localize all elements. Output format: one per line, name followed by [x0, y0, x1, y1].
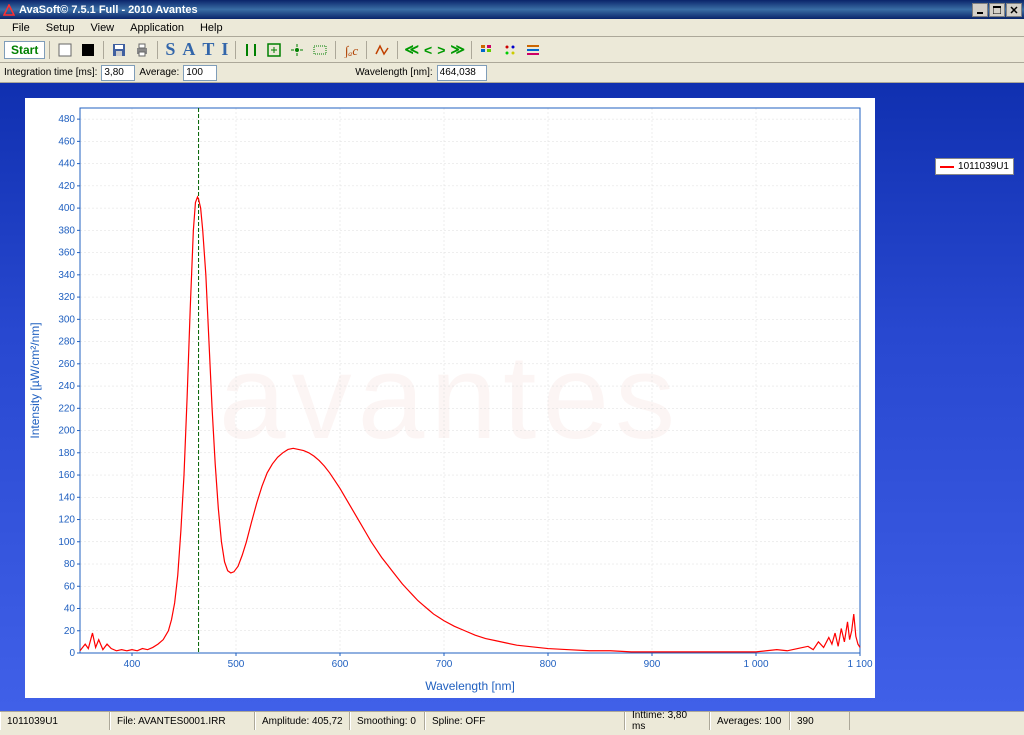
legend-box: 1011039U1	[935, 158, 1014, 175]
menu-file[interactable]: File	[4, 20, 38, 36]
svg-text:420: 420	[58, 181, 75, 192]
svg-text:260: 260	[58, 359, 75, 370]
chart-container[interactable]: avantes 0 20 40 60 80 100 120 140 160 180 200 220 240…	[25, 98, 875, 698]
svg-text:140: 140	[58, 492, 75, 503]
svg-text:700: 700	[436, 659, 453, 670]
next-button[interactable]: >	[435, 42, 447, 58]
svg-text:440: 440	[58, 159, 75, 170]
average-input[interactable]	[183, 65, 217, 81]
svg-text:360: 360	[58, 248, 75, 259]
mode-irradiance-button[interactable]: I	[218, 39, 231, 60]
config1-button[interactable]	[476, 40, 498, 60]
svg-text:400: 400	[124, 659, 141, 670]
status-bar: 1011039U1 File: AVANTES0001.IRR Amplitud…	[0, 711, 1024, 730]
toolbar: Start S A T I ∫ₐc ≪ < > ≫	[0, 37, 1024, 63]
svg-text:Wavelength [nm]: Wavelength [nm]	[425, 679, 515, 693]
zoom-center-button[interactable]	[286, 40, 308, 60]
config2-button[interactable]	[499, 40, 521, 60]
svg-text:480: 480	[58, 114, 75, 125]
status-smoothing: Smoothing: 0	[350, 712, 425, 730]
svg-text:500: 500	[228, 659, 245, 670]
app-icon	[2, 3, 16, 17]
svg-text:220: 220	[58, 403, 75, 414]
svg-text:460: 460	[58, 136, 75, 147]
svg-text:Intensity [µW/cm²/nm]: Intensity [µW/cm²/nm]	[28, 322, 42, 438]
status-series: 1011039U1	[0, 712, 110, 730]
svg-text:300: 300	[58, 314, 75, 325]
status-spline: Spline: OFF	[425, 712, 625, 730]
white-square-button[interactable]	[54, 40, 76, 60]
minimize-button[interactable]	[972, 3, 988, 17]
mode-absorbance-button[interactable]: A	[179, 39, 198, 60]
integral-button[interactable]: ∫ₐc	[340, 40, 362, 60]
close-button[interactable]	[1006, 3, 1022, 17]
svg-text:600: 600	[332, 659, 349, 670]
legend-series-label: 1011039U1	[958, 161, 1009, 172]
svg-text:320: 320	[58, 292, 75, 303]
svg-text:340: 340	[58, 270, 75, 281]
start-button[interactable]: Start	[4, 41, 45, 59]
svg-text:avantes: avantes	[219, 330, 681, 464]
status-value: 390	[790, 712, 850, 730]
config3-button[interactable]	[522, 40, 544, 60]
maximize-button[interactable]	[989, 3, 1005, 17]
svg-text:400: 400	[58, 203, 75, 214]
peak-button[interactable]	[371, 40, 393, 60]
menu-application[interactable]: Application	[122, 20, 192, 36]
legend-line-icon	[940, 166, 954, 168]
svg-text:280: 280	[58, 337, 75, 348]
last-button[interactable]: ≫	[448, 41, 467, 58]
svg-text:1 100: 1 100	[847, 659, 872, 670]
svg-text:200: 200	[58, 426, 75, 437]
save-button[interactable]	[108, 40, 130, 60]
window-title: AvaSoft© 7.5.1 Full - 2010 Avantes	[19, 4, 972, 16]
menu-setup[interactable]: Setup	[38, 20, 83, 36]
svg-text:180: 180	[58, 448, 75, 459]
integration-time-input[interactable]	[101, 65, 135, 81]
svg-text:∫ₐc: ∫ₐc	[344, 43, 358, 58]
svg-text:380: 380	[58, 225, 75, 236]
zoom-fit-button[interactable]	[263, 40, 285, 60]
window-titlebar: AvaSoft© 7.5.1 Full - 2010 Avantes	[0, 0, 1024, 19]
svg-text:40: 40	[64, 604, 76, 615]
svg-text:20: 20	[64, 626, 76, 637]
svg-text:160: 160	[58, 470, 75, 481]
wavelength-label: Wavelength [nm]:	[355, 67, 432, 78]
svg-text:800: 800	[540, 659, 557, 670]
wavelength-input[interactable]	[437, 65, 487, 81]
svg-text:1 000: 1 000	[743, 659, 768, 670]
zoom-region-button[interactable]	[309, 40, 331, 60]
svg-text:240: 240	[58, 381, 75, 392]
spectrum-chart[interactable]: avantes 0 20 40 60 80 100 120 140 160 180 200 220 240…	[25, 98, 875, 698]
svg-text:60: 60	[64, 581, 76, 592]
status-averages: Averages: 100	[710, 712, 790, 730]
svg-text:0: 0	[69, 648, 75, 659]
menu-help[interactable]: Help	[192, 20, 231, 36]
print-button[interactable]	[131, 40, 153, 60]
menu-view[interactable]: View	[82, 20, 122, 36]
mode-transmittance-button[interactable]: T	[199, 39, 217, 60]
average-label: Average:	[139, 67, 179, 78]
black-square-button[interactable]	[77, 40, 99, 60]
svg-text:900: 900	[644, 659, 661, 670]
status-inttime: Inttime: 3,80 ms	[625, 712, 710, 730]
mode-scope-button[interactable]: S	[162, 39, 178, 60]
status-amplitude: Amplitude: 405,72	[255, 712, 350, 730]
svg-text:120: 120	[58, 515, 75, 526]
cursor-tool-button[interactable]	[240, 40, 262, 60]
chart-area: avantes 0 20 40 60 80 100 120 140 160 180 200 220 240…	[0, 83, 1024, 711]
first-button[interactable]: ≪	[402, 41, 421, 58]
svg-text:80: 80	[64, 559, 76, 570]
info-bar: Integration time [ms]: Average: Waveleng…	[0, 63, 1024, 83]
status-file: File: AVANTES0001.IRR	[110, 712, 255, 730]
svg-text:100: 100	[58, 537, 75, 548]
prev-button[interactable]: <	[422, 42, 434, 58]
menu-bar: File Setup View Application Help	[0, 19, 1024, 37]
integration-time-label: Integration time [ms]:	[4, 67, 97, 78]
